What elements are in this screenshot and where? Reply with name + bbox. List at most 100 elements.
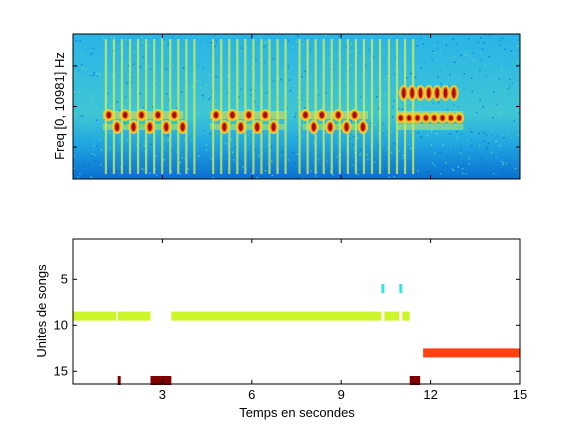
spectrogram-noise — [79, 39, 81, 42]
syllable-core — [180, 123, 185, 131]
syllable-core — [303, 112, 308, 118]
spectrogram-noise — [264, 41, 266, 44]
syllable-core — [230, 112, 235, 118]
spectrogram-noise — [386, 159, 388, 161]
spectrogram-noise — [414, 76, 417, 79]
spectrogram-noise — [352, 131, 355, 134]
spectrogram-noise — [229, 149, 232, 151]
spectrogram-noise — [139, 66, 142, 68]
spectrogram-noise — [144, 150, 146, 153]
spectrogram-noise — [329, 90, 332, 92]
spectrogram-noise — [427, 136, 430, 139]
spectrogram-noise — [292, 152, 295, 154]
spectrogram-noise — [353, 135, 355, 138]
spectrogram-noise — [287, 54, 290, 56]
spectrogram-noise — [136, 144, 138, 146]
spectrogram-noise — [90, 74, 92, 77]
syllable-core — [418, 88, 423, 98]
spectrogram-noise — [480, 53, 483, 55]
spectrogram-noise — [511, 46, 513, 49]
syllable-core — [423, 115, 428, 121]
spectrogram-noise — [495, 103, 498, 106]
syllable-core — [415, 115, 420, 121]
spectrogram-ylabel: Freq [0, 10981] Hz — [52, 52, 67, 160]
spectrogram-noise — [374, 123, 376, 125]
spectrogram-noise — [209, 132, 211, 135]
spectrogram-click — [412, 39, 415, 174]
spectrogram-noise — [106, 146, 109, 148]
spectrogram-noise — [92, 145, 95, 147]
syllable-core — [263, 112, 268, 118]
song-unit-segment — [399, 284, 403, 293]
spectrogram-noise — [381, 150, 384, 153]
spectrogram-noise — [287, 39, 289, 41]
spectrogram-noise — [109, 48, 112, 50]
spectrogram-noise — [433, 44, 436, 47]
spectrogram-noise — [93, 71, 96, 74]
spectrogram-noise — [431, 162, 434, 165]
spectrogram-noise — [163, 159, 165, 161]
spectrogram-noise — [479, 69, 481, 71]
spectrogram-noise — [512, 63, 514, 65]
spectrogram-noise — [227, 92, 229, 95]
spectrogram-noise — [501, 37, 504, 40]
spectrogram-noise — [499, 113, 502, 115]
spectrogram-noise — [470, 106, 473, 108]
spectrogram-noise — [513, 98, 515, 101]
spectrogram-noise — [451, 168, 454, 170]
spectrogram-noise — [320, 83, 322, 85]
spectrogram-noise — [411, 153, 413, 155]
spectrogram-noise — [296, 136, 298, 139]
syllable-core — [122, 112, 128, 118]
spectrogram-noise — [272, 58, 275, 60]
spectrogram-noise — [308, 100, 310, 102]
syllable-core — [457, 115, 462, 121]
spectrogram-noise — [250, 173, 253, 175]
spectrogram-noise — [490, 151, 493, 154]
spectrogram-noise — [448, 108, 450, 111]
spectrogram-band — [397, 124, 464, 130]
spectrogram-noise — [390, 151, 393, 154]
spectrogram-noise — [205, 144, 208, 146]
spectrogram-noise — [205, 83, 207, 86]
spectrogram-noise — [127, 64, 130, 66]
spectrogram-noise — [493, 42, 495, 45]
spectrogram-noise — [77, 176, 79, 178]
syllable-core — [238, 123, 243, 131]
spectrogram-noise — [303, 58, 305, 60]
spectrogram-noise — [420, 135, 423, 138]
spectrogram-noise — [460, 165, 462, 168]
spectrogram-noise — [132, 63, 135, 65]
spectrogram-noise — [163, 138, 166, 141]
spectrogram-noise — [368, 100, 370, 102]
spectrogram-noise — [289, 89, 292, 92]
spectrogram-noise — [436, 60, 439, 62]
syllable-core — [147, 123, 152, 131]
spectrogram-noise — [300, 98, 302, 100]
spectrogram-click — [161, 39, 164, 174]
spectrogram-band — [210, 124, 285, 130]
spectrogram-noise — [388, 176, 391, 178]
spectrogram-click — [298, 39, 301, 174]
spectrogram-noise — [302, 43, 305, 46]
spectrogram-noise — [124, 38, 127, 41]
spectrogram-noise — [456, 130, 458, 133]
spectrogram-noise — [376, 106, 378, 108]
spectrogram-noise — [448, 85, 451, 87]
spectrogram-noise — [301, 174, 303, 177]
spectrogram-noise — [170, 57, 173, 59]
spectrogram-noise — [266, 40, 268, 43]
spectrogram-noise — [332, 84, 334, 87]
spectrogram-noise — [213, 34, 216, 37]
spectrogram-noise — [167, 43, 170, 46]
spectrogram-noise — [435, 133, 438, 135]
spectrogram-click — [112, 39, 116, 174]
spectrogram-noise — [495, 140, 497, 143]
spectrogram-click — [387, 39, 391, 174]
spectrogram-noise — [366, 154, 369, 156]
spectrogram-noise — [126, 139, 129, 142]
spectrogram-noise — [146, 87, 149, 89]
spectrogram-noise — [109, 168, 112, 170]
spectrogram-noise — [477, 143, 479, 145]
spectrogram-noise — [464, 173, 467, 175]
